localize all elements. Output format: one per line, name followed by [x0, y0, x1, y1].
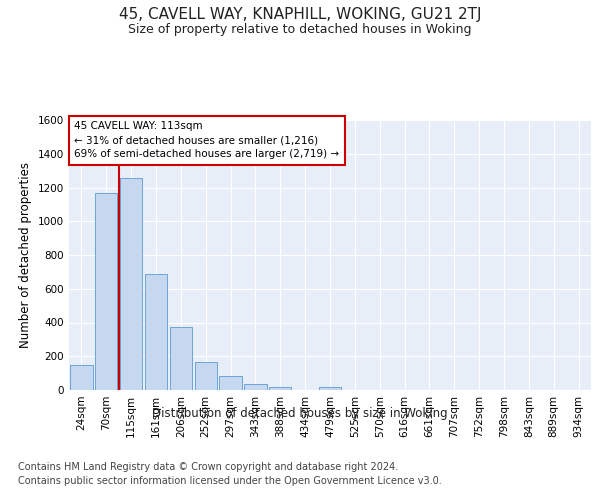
Bar — [70, 365, 92, 390]
Text: Contains public sector information licensed under the Open Government Licence v3: Contains public sector information licen… — [18, 476, 442, 486]
Text: Distribution of detached houses by size in Woking: Distribution of detached houses by size … — [152, 408, 448, 420]
Bar — [319, 386, 341, 390]
Text: Contains HM Land Registry data © Crown copyright and database right 2024.: Contains HM Land Registry data © Crown c… — [18, 462, 398, 472]
Text: Size of property relative to detached houses in Woking: Size of property relative to detached ho… — [128, 22, 472, 36]
Bar — [120, 178, 142, 390]
Bar — [269, 386, 292, 390]
Bar — [220, 376, 242, 390]
Bar — [244, 384, 266, 390]
Bar — [145, 274, 167, 390]
Text: 45, CAVELL WAY, KNAPHILL, WOKING, GU21 2TJ: 45, CAVELL WAY, KNAPHILL, WOKING, GU21 2… — [119, 8, 481, 22]
Text: 45 CAVELL WAY: 113sqm
← 31% of detached houses are smaller (1,216)
69% of semi-d: 45 CAVELL WAY: 113sqm ← 31% of detached … — [74, 122, 340, 160]
Bar — [194, 362, 217, 390]
Bar — [170, 326, 192, 390]
Y-axis label: Number of detached properties: Number of detached properties — [19, 162, 32, 348]
Bar — [95, 192, 118, 390]
